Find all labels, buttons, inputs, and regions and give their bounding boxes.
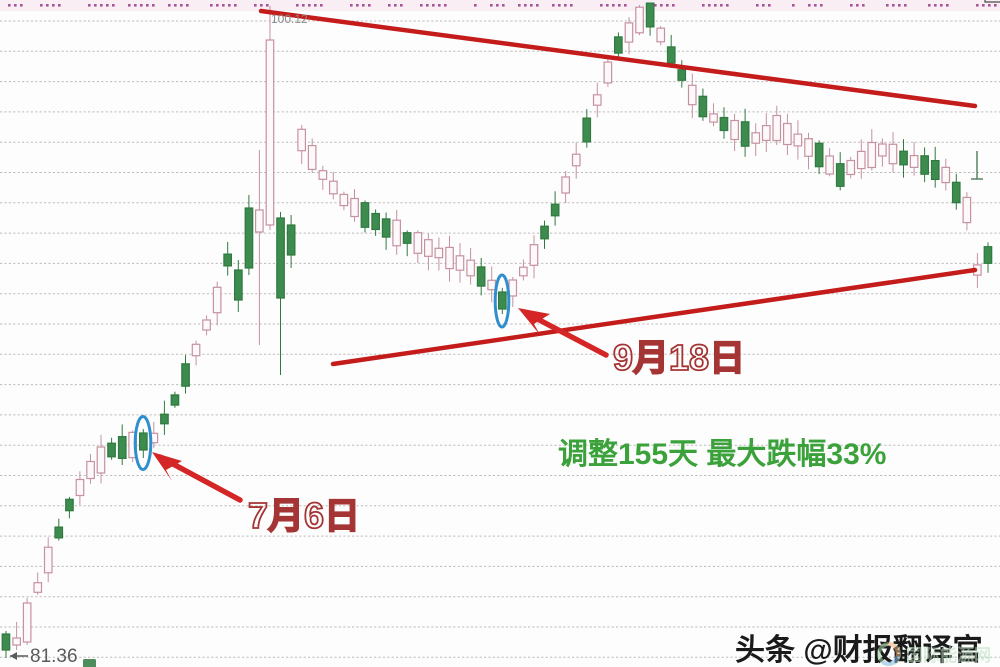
svg-text:100.12: 100.12 bbox=[271, 12, 308, 26]
svg-text:81.36: 81.36 bbox=[30, 646, 78, 667]
svg-text:7月6日: 7月6日 bbox=[248, 495, 360, 536]
svg-text:国际能源网: 国际能源网 bbox=[906, 645, 991, 665]
svg-text:调整155天 最大跌幅33%: 调整155天 最大跌幅33% bbox=[558, 438, 886, 471]
svg-text:9月18日: 9月18日 bbox=[613, 337, 745, 378]
